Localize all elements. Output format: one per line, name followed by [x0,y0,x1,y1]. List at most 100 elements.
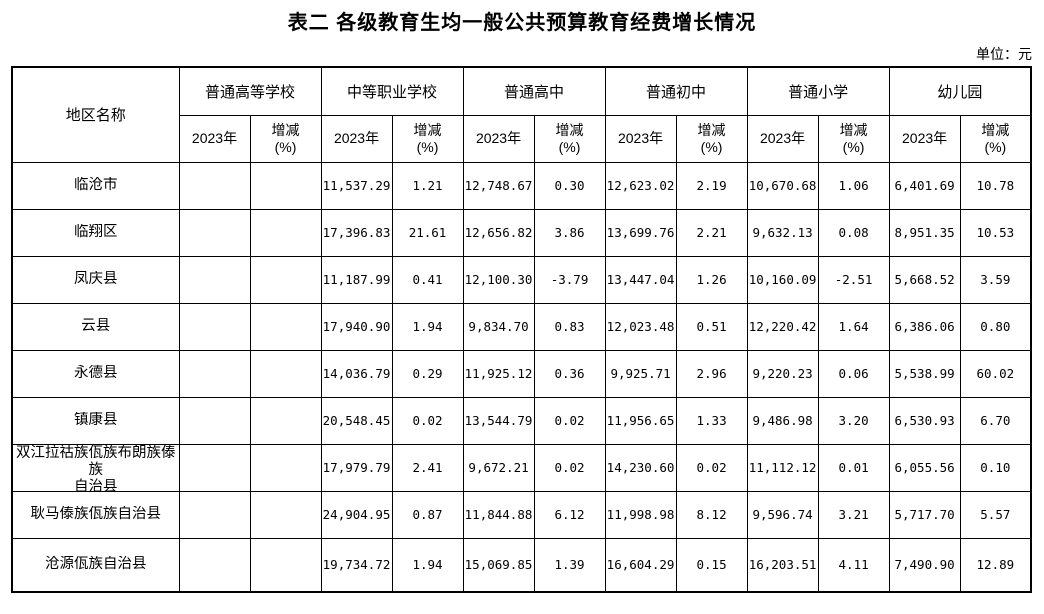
region-cell: 临沧市 [11,161,180,210]
value-cell: -3.79 [533,255,606,304]
value-cell: 11,187.99 [320,255,393,304]
value-cell [249,396,322,445]
value-cell: -2.51 [817,255,890,304]
region-cell: 镇康县 [11,396,180,445]
value-cell: 7,490.90 [888,537,961,593]
value-cell: 3.21 [817,490,890,539]
value-cell [178,349,251,398]
value-cell [178,490,251,539]
table-row: 沧源佤族自治县 19,734.72 1.94 15,069.85 1.39 16,604.… [11,537,1032,593]
value-cell: 0.02 [533,396,606,445]
value-cell: 2.21 [675,208,748,257]
header-sub-row: 2023年 增减 (%) 2023年 增减 (%) 2023年 增减 (%) 2… [12,114,1032,163]
value-cell: 12,023.48 [604,302,677,351]
change-subheader: 增减 (%) [391,114,464,163]
table-row: 永德县 14,036.79 0.29 11,925.12 0.36 9,925.71 2.9… [11,349,1032,398]
value-cell: 14,036.79 [320,349,393,398]
region-cell: 耿马傣族佤族自治县 [11,490,180,539]
table-row: 临翔区 17,396.83 21.61 12,656.82 3.86 13,699.76 2… [11,208,1032,257]
value-cell: 0.41 [391,255,464,304]
region-cell: 临翔区 [11,208,180,257]
value-cell: 16,203.51 [746,537,819,593]
value-cell: 9,834.70 [462,302,535,351]
column-group-kindergarten: 幼儿园 [888,66,1032,116]
value-cell [178,537,251,593]
value-cell: 10,670.68 [746,161,819,210]
value-cell: 13,447.04 [604,255,677,304]
value-cell: 12,623.02 [604,161,677,210]
value-cell [249,490,322,539]
year-subheader: 2023年 [178,114,251,163]
value-cell: 11,844.88 [462,490,535,539]
header-group-row: 地区名称 普通高等学校 中等职业学校 普通高中 普通初中 普通小学 幼儿园 [11,66,1032,163]
value-cell: 17,396.83 [320,208,393,257]
value-cell [178,161,251,210]
value-cell: 14,230.60 [604,443,677,492]
value-cell: 10.78 [959,161,1032,210]
value-cell: 0.10 [959,443,1032,492]
value-cell [249,349,322,398]
value-cell: 8,951.35 [888,208,961,257]
value-cell: 2.41 [391,443,464,492]
table-row: 双江拉祜族佤族布朗族傣族 自治县 17,979.79 2.41 9,672.21 0.0… [11,443,1032,492]
value-cell: 0.15 [675,537,748,593]
value-cell: 0.06 [817,349,890,398]
value-cell: 3.20 [817,396,890,445]
value-cell: 9,220.23 [746,349,819,398]
value-cell: 0.02 [533,443,606,492]
region-cell: 永德县 [11,349,180,398]
value-cell [249,443,322,492]
value-cell: 6,530.93 [888,396,961,445]
value-cell [249,208,322,257]
value-cell: 0.83 [533,302,606,351]
value-cell: 11,998.98 [604,490,677,539]
value-cell: 1.39 [533,537,606,593]
column-header-region: 地区名称 [11,66,180,163]
value-cell: 1.21 [391,161,464,210]
value-cell: 11,537.29 [320,161,393,210]
year-subheader: 2023年 [462,114,535,163]
value-cell: 12,100.30 [462,255,535,304]
change-subheader: 增减 (%) [249,114,322,163]
value-cell: 2.96 [675,349,748,398]
value-cell: 5,668.52 [888,255,961,304]
value-cell [249,302,322,351]
table-row: 临沧市 11,537.29 1.21 12,748.67 0.30 12,623.02 2.… [11,161,1032,210]
value-cell: 9,925.71 [604,349,677,398]
value-cell: 0.36 [533,349,606,398]
region-cell: 云县 [11,302,180,351]
value-cell: 12,656.82 [462,208,535,257]
value-cell: 6.12 [533,490,606,539]
value-cell: 5,538.99 [888,349,961,398]
change-subheader: 增减 (%) [817,114,890,163]
value-cell: 0.01 [817,443,890,492]
year-subheader: 2023年 [320,114,393,163]
value-cell: 1.94 [391,302,464,351]
column-group-secondary-vocational: 中等职业学校 [320,66,464,116]
value-cell: 1.26 [675,255,748,304]
value-cell: 6,055.56 [888,443,961,492]
value-cell: 3.86 [533,208,606,257]
value-cell [249,255,322,304]
value-cell: 20,548.45 [320,396,393,445]
value-cell: 6,386.06 [888,302,961,351]
value-cell: 16,604.29 [604,537,677,593]
value-cell: 21.61 [391,208,464,257]
page-title: 表二 各级教育生均一般公共预算教育经费增长情况 [287,12,757,34]
value-cell [249,537,322,593]
year-subheader: 2023年 [888,114,961,163]
value-cell [249,161,322,210]
year-subheader: 2023年 [746,114,819,163]
table-row: 云县 17,940.90 1.94 9,834.70 0.83 12,023.48 0.51… [11,302,1032,351]
value-cell: 11,112.12 [746,443,819,492]
value-cell: 0.30 [533,161,606,210]
column-group-primary-school: 普通小学 [746,66,890,116]
value-cell: 17,940.90 [320,302,393,351]
unit-label: 单位：元 [976,46,1032,62]
value-cell: 11,925.12 [462,349,535,398]
table-row: 镇康县 20,548.45 0.02 13,544.79 0.02 11,956.65 1.… [11,396,1032,445]
column-group-junior-high: 普通初中 [604,66,748,116]
year-subheader: 2023年 [604,114,677,163]
value-cell [178,255,251,304]
